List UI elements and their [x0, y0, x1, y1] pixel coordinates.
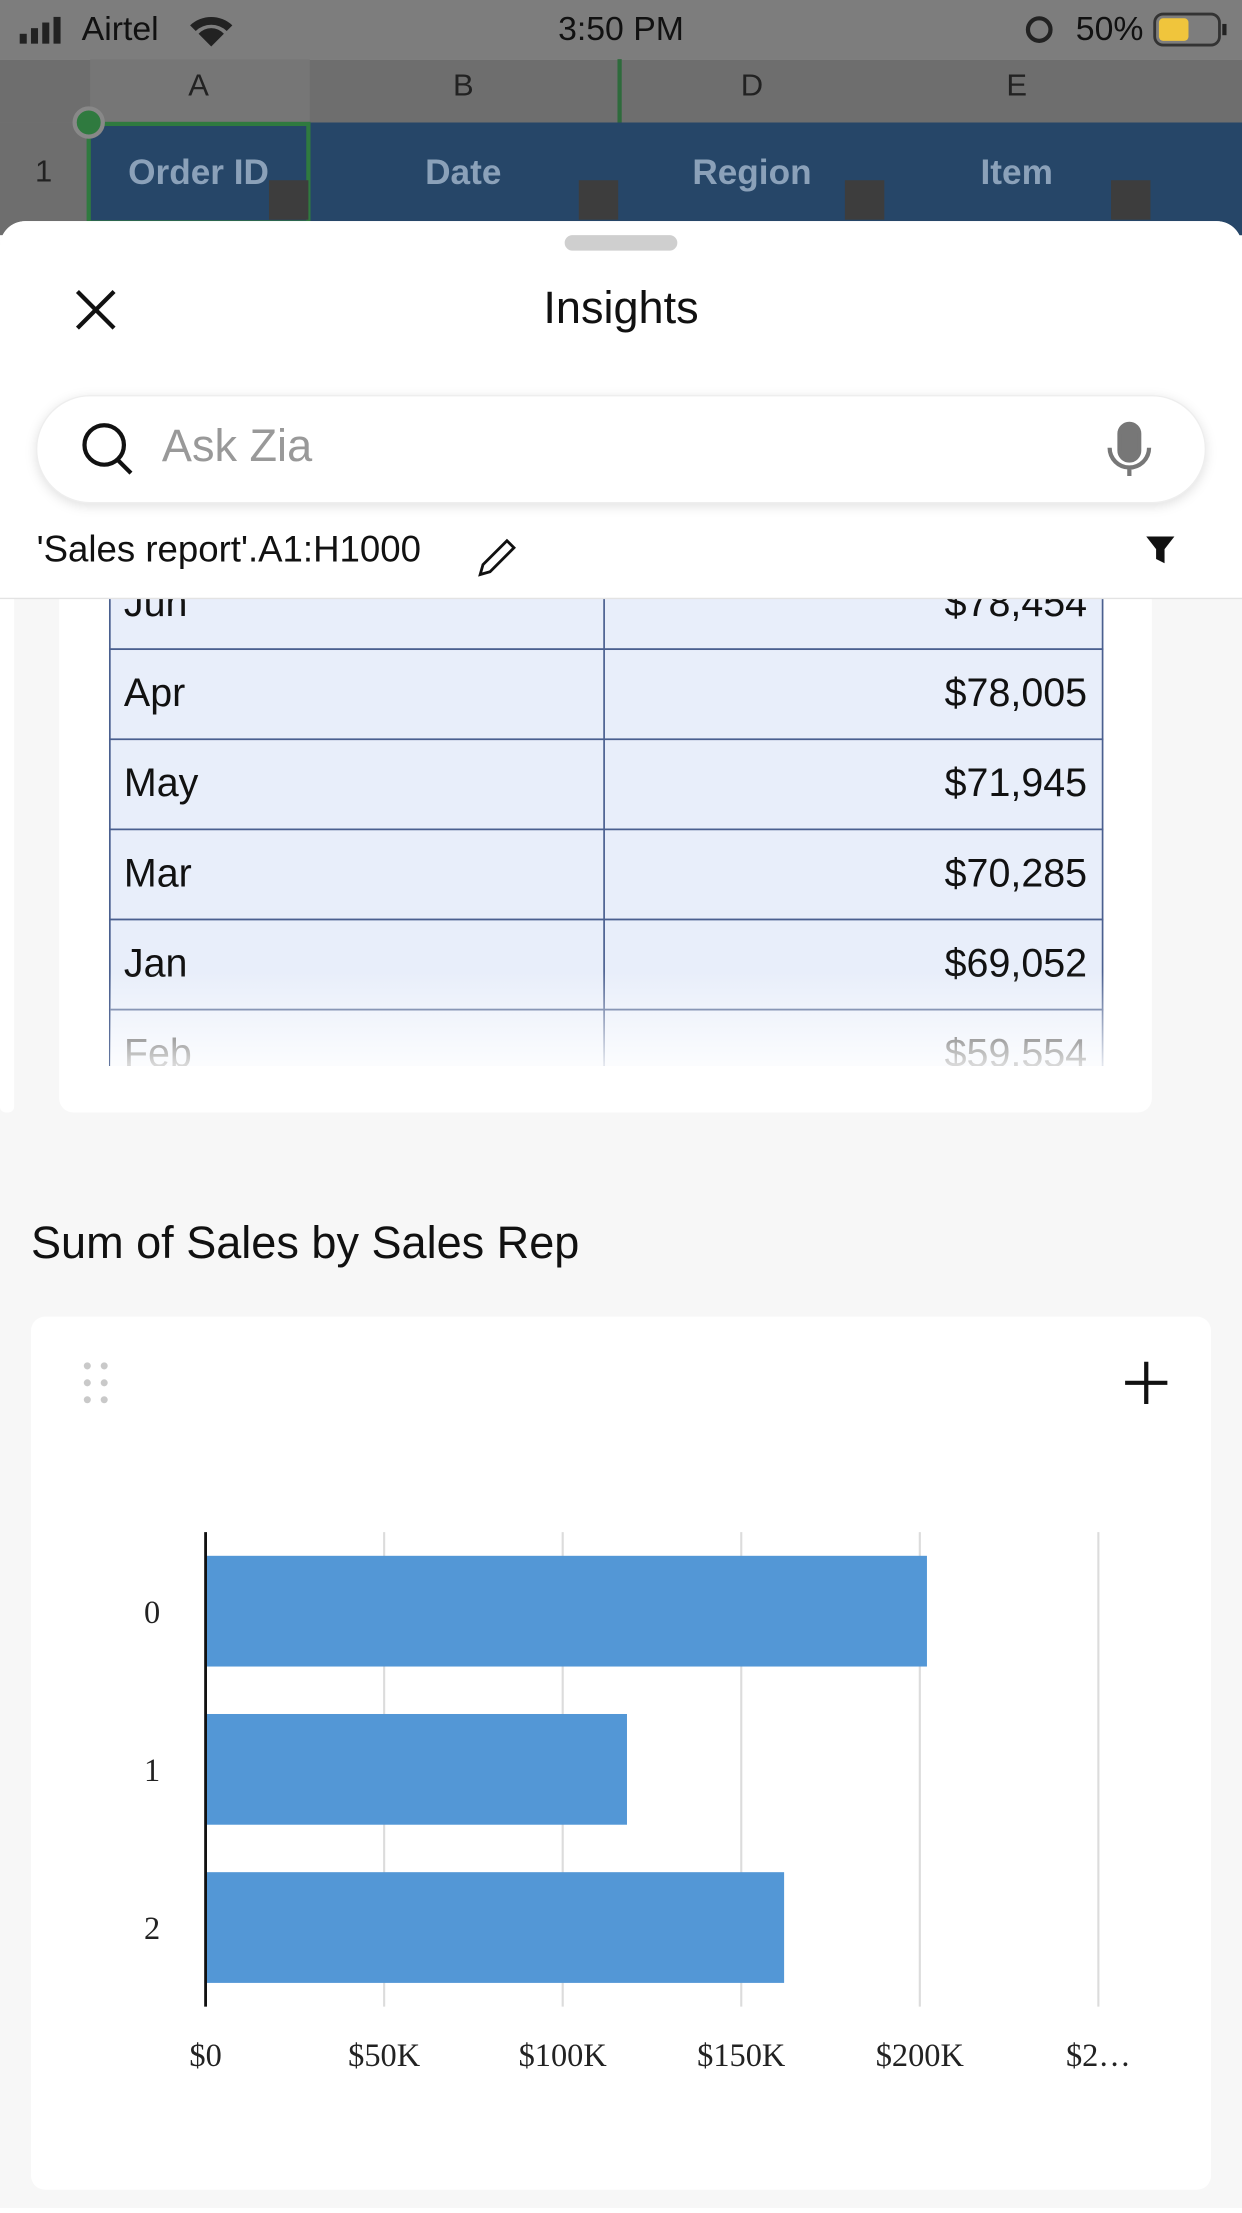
sales-cell: $78,454	[945, 581, 1087, 625]
column-letter: D	[741, 67, 763, 102]
month-cell: Mar	[124, 851, 192, 895]
x-tick-label: $200K	[876, 2038, 965, 2074]
chart-title: Sum of Sales by Sales Rep	[31, 1217, 579, 1268]
x-tick-label: $2…	[1066, 2038, 1131, 2074]
clock: 3:50 PM	[558, 10, 684, 48]
column-letter: A	[188, 67, 209, 102]
table-row	[108, 828, 1104, 921]
bar	[205, 1872, 785, 1983]
search-box[interactable]	[35, 394, 1207, 504]
close-button[interactable]	[75, 289, 116, 330]
dropdowns	[268, 180, 1151, 220]
month-cell: Jun	[124, 581, 188, 625]
column-letter: B	[453, 67, 474, 102]
row-number: 1	[35, 153, 52, 188]
handle	[72, 106, 105, 139]
battery-level: 50%	[1076, 10, 1144, 48]
column-header-cell: Region	[692, 153, 811, 192]
mic-icon[interactable]	[1107, 421, 1152, 476]
x-tick-label: $0	[189, 2038, 221, 2074]
month-cell: Apr	[124, 671, 185, 715]
table-row	[108, 598, 1104, 651]
sales-cell: $78,005	[945, 671, 1087, 715]
search-placeholder: Ask Zia	[162, 420, 313, 471]
carrier: Airtel	[82, 10, 159, 48]
column-letter: E	[1006, 67, 1027, 102]
column-header-cell: Order ID	[128, 153, 269, 192]
edit-icon[interactable]	[478, 538, 516, 577]
bar	[205, 1713, 627, 1825]
prev-card	[0, 563, 15, 1113]
y-tick-label: 0	[144, 1595, 160, 1631]
bar	[205, 1555, 927, 1667]
x-tick-label: $50K	[348, 2038, 421, 2074]
search-icon	[82, 423, 133, 475]
table-row	[108, 648, 1104, 741]
panel-title: Insights	[543, 282, 698, 333]
filter-icon[interactable]	[1146, 536, 1175, 564]
column-header-cell: Item	[981, 153, 1053, 192]
y-tick-label: 2	[144, 1911, 160, 1947]
range-label: 'Sales report'.A1:H1000	[37, 529, 421, 570]
add-button[interactable]	[1125, 1361, 1168, 1404]
selected-column	[90, 59, 310, 123]
drag-handle[interactable]	[83, 1362, 108, 1404]
status-icons	[19, 12, 1227, 47]
column-header-cell: Date	[425, 153, 501, 192]
table-row	[108, 738, 1104, 831]
fade	[109, 971, 1104, 1066]
month-cell: May	[124, 761, 199, 805]
sales-cell: $71,945	[945, 761, 1087, 805]
x-tick-label: $150K	[697, 2038, 786, 2074]
x-tick-label: $100K	[519, 2038, 608, 2074]
sales-cell: $70,285	[945, 851, 1087, 895]
y-tick-label: 1	[144, 1753, 160, 1789]
grabber	[564, 235, 678, 251]
